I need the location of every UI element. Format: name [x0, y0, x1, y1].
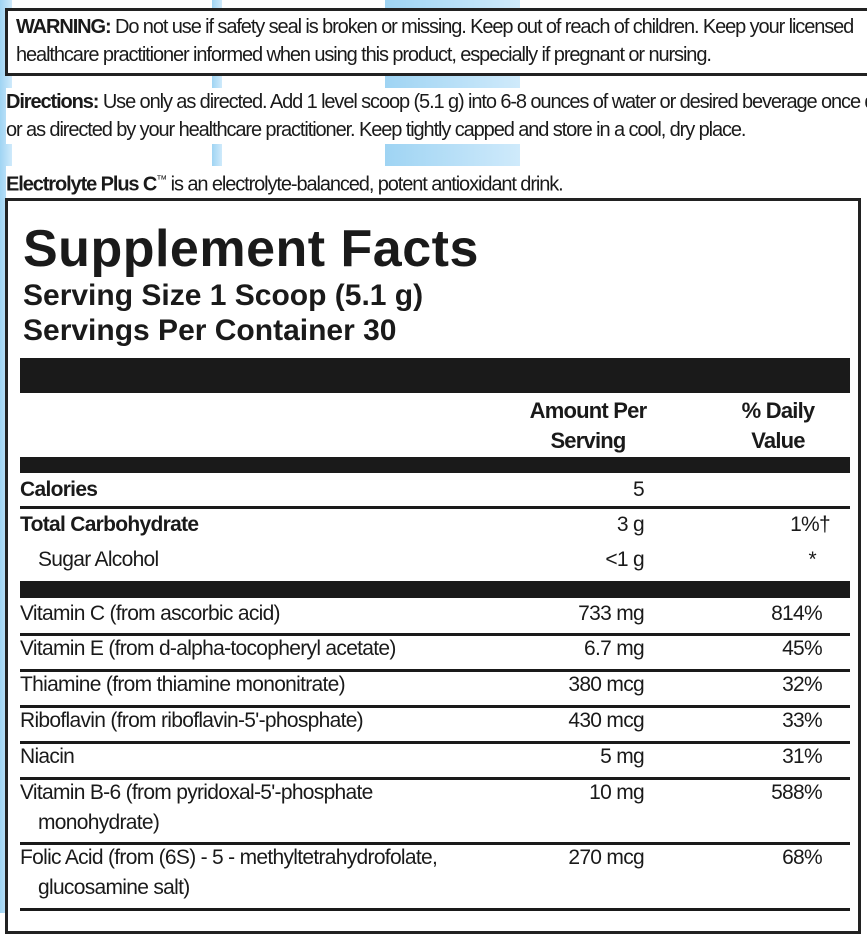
directions-text: Use only as directed. Add 1 level scoop …	[98, 91, 867, 113]
row-divider	[20, 669, 850, 672]
directions-label: Directions:	[6, 91, 99, 113]
header-amount: Amount Per Serving	[529, 398, 647, 453]
warning-text-2: healthcare practitioner informed when us…	[16, 44, 712, 66]
trademark: ™	[156, 174, 167, 186]
row-divider	[20, 741, 850, 744]
supplement-facts-panel: Supplement Facts Serving Size 1 Scoop (5…	[5, 198, 861, 934]
product-description: Electrolyte Plus C™ is an electrolyte-ba…	[6, 166, 564, 199]
warning-box: WARNING: Do not use if safety seal is br…	[5, 8, 867, 76]
divider-bar	[20, 457, 850, 473]
facts-title: Supplement Facts	[23, 220, 479, 278]
header-daily-value: % Daily Value	[741, 398, 815, 453]
servings-per-container: Servings Per Container 30	[23, 314, 397, 347]
product-text: is an electrolyte-balanced, potent antio…	[166, 173, 564, 196]
directions-text-2: or as directed by your healthcare practi…	[6, 119, 746, 141]
row-divider	[20, 705, 850, 708]
row-divider	[20, 842, 850, 845]
row-divider	[20, 908, 850, 911]
row-divider	[20, 506, 850, 509]
row-divider	[20, 777, 850, 780]
serving-size: Serving Size 1 Scoop (5.1 g)	[23, 279, 424, 312]
warning-label: WARNING:	[16, 16, 112, 38]
divider-bar	[20, 358, 850, 393]
product-name: Electrolyte Plus C	[6, 173, 157, 196]
divider-bar	[20, 581, 850, 598]
warning-text: Do not use if safety seal is broken or m…	[110, 16, 854, 38]
row-divider	[20, 633, 850, 636]
directions: Directions: Use only as directed. Add 1 …	[6, 88, 867, 144]
